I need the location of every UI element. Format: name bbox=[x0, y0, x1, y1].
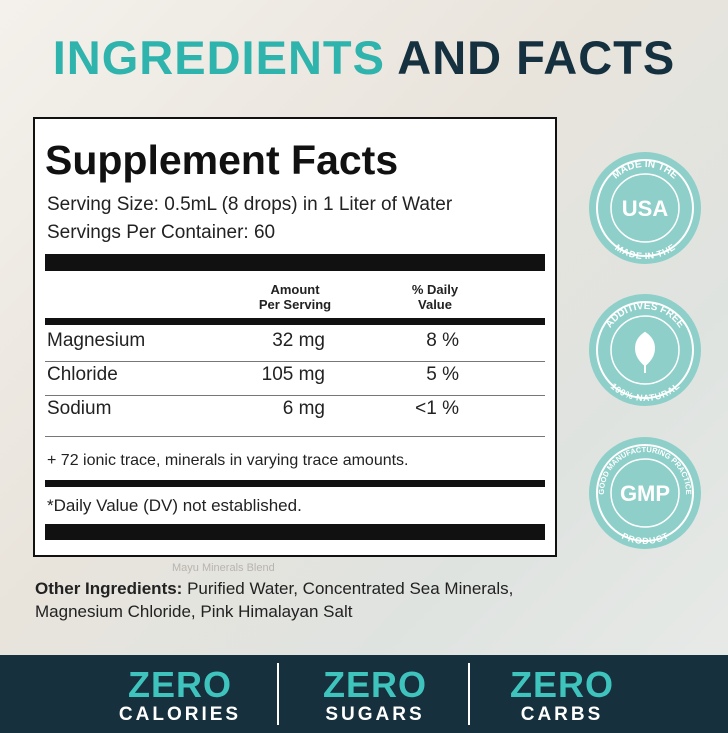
separator bbox=[467, 663, 470, 725]
footnote: *Daily Value (DV) not established. bbox=[47, 496, 302, 515]
claims-band: ZERO CALORIES ZERO SUGARS ZERO CARBS bbox=[0, 655, 728, 733]
claim-small: CARBS bbox=[520, 704, 604, 725]
badge-ring bbox=[610, 173, 680, 243]
amount: 32 mg bbox=[272, 330, 325, 351]
other-label: Other Ingredients: bbox=[35, 579, 183, 598]
claim-small: CALORIES bbox=[118, 704, 242, 725]
badge-bottom-text: PRODUCT bbox=[620, 531, 670, 546]
claim: ZERO CARBS bbox=[462, 667, 662, 727]
badge-ring bbox=[596, 301, 694, 399]
background-label: Mayu Minerals Blend bbox=[172, 562, 275, 574]
claim-small: SUGARS bbox=[325, 704, 425, 725]
note: + 72 ionic trace, minerals in varying tr… bbox=[47, 452, 409, 469]
page-title: INGREDIENTS AND FACTS bbox=[0, 30, 728, 85]
amount: 105 mg bbox=[261, 364, 325, 385]
divider bbox=[45, 254, 545, 271]
amount: 6 mg bbox=[282, 398, 325, 419]
column-header: % Daily Value bbox=[411, 282, 459, 312]
claim-big: ZERO bbox=[127, 664, 232, 705]
badge-bottom-text: PRODUCT bbox=[620, 531, 670, 546]
badge-center-text: GMP bbox=[620, 481, 670, 506]
nutrient-name: Magnesium bbox=[47, 330, 146, 351]
badge-ring bbox=[596, 159, 694, 257]
daily-value: <1 % bbox=[415, 398, 459, 419]
divider bbox=[45, 361, 545, 362]
title-highlight: INGREDIENTS bbox=[52, 31, 385, 84]
divider bbox=[45, 318, 545, 325]
divider bbox=[45, 395, 545, 396]
divider bbox=[45, 436, 545, 437]
claim-big: ZERO bbox=[322, 664, 427, 705]
title-rest: AND FACTS bbox=[397, 31, 676, 84]
divider bbox=[45, 480, 545, 487]
separator bbox=[276, 663, 279, 725]
daily-value: 5 % bbox=[426, 364, 459, 385]
servings-per-container: Servings Per Container: 60 bbox=[47, 222, 276, 243]
facts-title: Supplement Facts bbox=[45, 137, 399, 183]
daily-value: 8 % bbox=[426, 330, 459, 351]
other-ingredients: Other Ingredients: Purified Water, Conce… bbox=[35, 577, 595, 623]
badge-ring bbox=[610, 458, 680, 528]
badge-center-text: USA bbox=[622, 196, 669, 221]
nutrient-name: Chloride bbox=[47, 364, 118, 385]
column-header: Amount Per Serving bbox=[258, 282, 332, 312]
claim-big: ZERO bbox=[509, 664, 614, 705]
badge-ring bbox=[596, 444, 694, 542]
supplement-facts: Supplement Facts Serving Size: 0.5mL (8 … bbox=[33, 117, 557, 557]
divider bbox=[45, 524, 545, 540]
other-text: Purified Water, Concentrated Sea Mineral… bbox=[35, 579, 514, 621]
claim: ZERO SUGARS bbox=[275, 667, 475, 727]
serving-size: Serving Size: 0.5mL (8 drops) in 1 Liter… bbox=[47, 194, 453, 215]
badge-ring bbox=[610, 315, 680, 385]
badge-circle bbox=[589, 152, 701, 264]
badge-circle bbox=[589, 437, 701, 549]
leaf-icon bbox=[635, 331, 655, 373]
claim: ZERO CALORIES bbox=[80, 667, 280, 727]
nutrient-name: Sodium bbox=[47, 398, 112, 419]
